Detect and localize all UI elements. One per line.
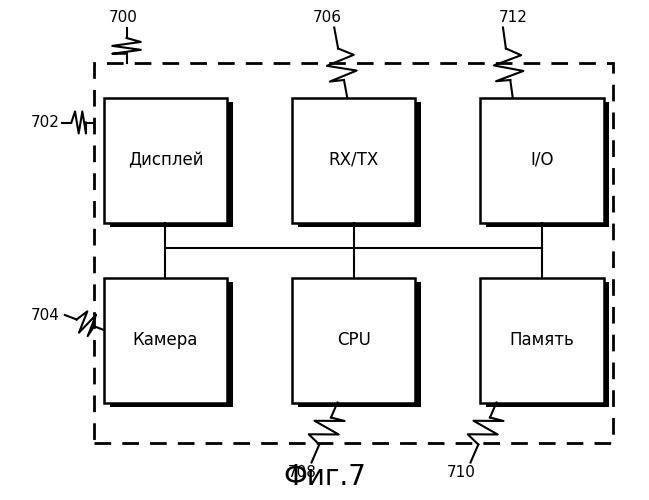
Bar (104, 278, 227, 402)
Text: CPU: CPU (337, 331, 371, 349)
Text: 708: 708 (288, 465, 316, 480)
Text: 706: 706 (313, 10, 342, 25)
Text: Дисплей: Дисплей (128, 151, 203, 169)
Text: Фиг.7: Фиг.7 (283, 463, 366, 491)
Text: 704: 704 (31, 308, 60, 322)
Bar (292, 278, 415, 402)
Bar (298, 282, 421, 407)
Bar (110, 282, 233, 407)
Text: I/O: I/O (530, 151, 554, 169)
Bar (480, 98, 604, 222)
Bar (486, 102, 609, 227)
Bar (292, 98, 415, 222)
Bar (104, 98, 227, 222)
Text: Камера: Камера (133, 331, 198, 349)
Text: 700: 700 (109, 10, 138, 25)
Bar (94, 62, 613, 442)
Text: RX/TX: RX/TX (328, 151, 379, 169)
Bar (298, 102, 421, 227)
Text: Память: Память (509, 331, 574, 349)
Text: 712: 712 (498, 10, 527, 25)
Bar (486, 282, 609, 407)
Text: 710: 710 (447, 465, 475, 480)
Bar (110, 102, 233, 227)
Bar (480, 278, 604, 402)
Text: 702: 702 (31, 115, 60, 130)
